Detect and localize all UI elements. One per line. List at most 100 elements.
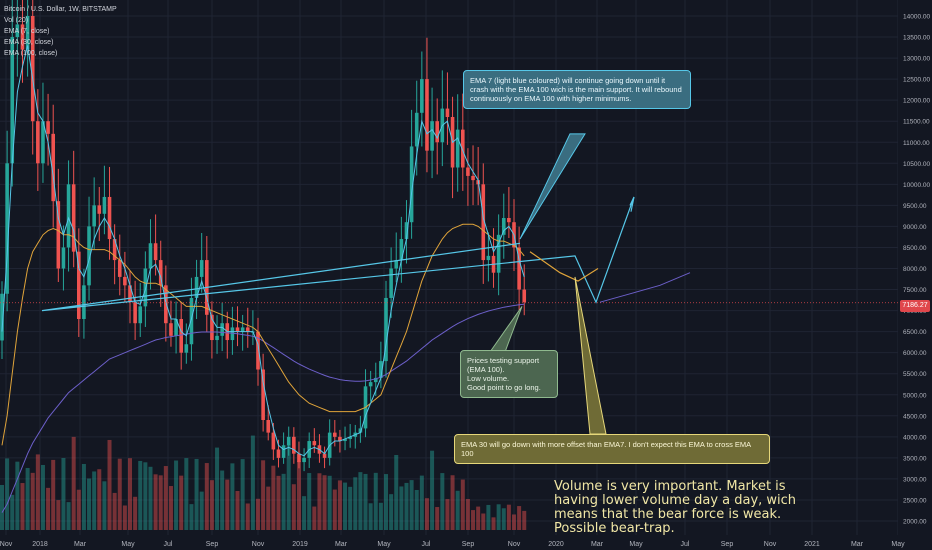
volume-bar [209,480,214,530]
volume-bar [235,491,240,530]
current-price-tag: 7186.27 [900,300,930,312]
volume-bar [517,506,522,530]
volume-bar [240,459,245,530]
candle-body [20,24,25,50]
volume-bar [424,498,429,530]
candle-body [235,327,240,332]
volume-bar [138,460,143,530]
candle-body [348,436,352,439]
volume-bar [168,486,173,530]
y-tick-label: 3500.00 [903,455,927,462]
candle-body [61,247,66,269]
candle-body [123,276,127,286]
y-tick-label: 12000.00 [903,98,930,105]
candle-body [194,276,199,298]
candle-body [46,121,50,134]
volume-bar [307,473,312,530]
candle-body [333,432,337,437]
candle-body [343,438,347,442]
annotation-ema7[interactable]: EMA 7 (light blue coloured) will continu… [463,70,691,109]
volume-bar [353,477,358,530]
annotation-ema30[interactable]: EMA 30 will go down with more offset tha… [454,434,770,464]
y-tick-label: 11000.00 [903,140,930,147]
candle-body [128,285,132,303]
y-tick-label: 5000.00 [903,392,927,399]
volume-bar [460,479,465,530]
candle-body [394,260,399,269]
volume-bar [56,500,61,530]
candle-body [179,319,183,353]
y-axis: 14000.00 13500.00 13000.00 12500.00 12000.00… [898,0,932,550]
volume-bar [97,469,102,530]
volume-bar [296,461,301,530]
volume-bar [343,482,348,530]
candle-body [56,201,61,269]
volume-bar [46,487,51,530]
volume-bar [291,484,296,530]
x-axis: Nov 2018 Mar May Jul Sep Nov 2019 Mar May Jul Sep No… [0,535,932,550]
candle-body [461,129,465,168]
candle-body [496,234,501,273]
annotation-support[interactable]: Prices testing support (EMA 100). Low vo… [460,350,558,398]
candle-body [138,306,143,324]
candle-body [368,382,373,387]
y-tick-label: 6500.00 [903,329,927,336]
candle-body [322,453,327,458]
volume-bar [122,505,127,530]
volume-bar [35,454,40,530]
candle-body [153,243,158,261]
volume-bar [20,483,25,530]
candle-body [281,445,286,458]
candle-body [507,218,511,223]
volume-bar [102,481,107,530]
volume-bar [506,504,511,530]
y-tick-label: 9500.00 [903,203,927,210]
candle-body [389,268,393,298]
candle-body [133,302,137,324]
candle-body [384,297,388,362]
candle-body [466,167,470,176]
candle-body [210,314,214,341]
candle-body [261,369,265,420]
y-tick-label: 13000.00 [903,56,930,63]
candle-body [82,285,86,319]
candle-body [41,121,45,164]
candle-body [430,121,434,151]
volume-bar [220,470,225,530]
candle-body [455,129,460,168]
volume-bar [312,506,317,530]
ema7-line [1,45,525,457]
volume-bar [389,494,394,530]
y-tick-label: 13500.00 [903,35,930,42]
x-tick-label: Jul [422,541,431,548]
x-tick-label: May [891,541,905,548]
volume-note[interactable]: Volume is very important. Market is havi… [554,479,797,536]
x-tick-label: Sep [206,541,219,548]
forecast-arrowhead [629,196,635,212]
volume-bar [245,503,250,530]
candle-body [358,428,363,433]
candle-body [312,441,317,446]
candle-body [302,457,306,463]
volume-bar [486,504,491,530]
candle-body [435,121,439,143]
y-tick-label: 8000.00 [903,266,927,273]
legend-ema7: EMA (7, close) [4,28,50,35]
candle-body [77,251,81,319]
volume-bar [5,458,10,530]
volume-bar [148,466,153,530]
volume-bar [501,508,506,530]
volume-bar [373,472,378,530]
volume-bar [302,496,307,530]
x-tick-label: Mar [591,541,604,548]
x-tick-label: 2018 [32,541,48,548]
volume-bar [92,471,97,530]
candle-body [240,327,245,332]
volume-bar [87,478,92,530]
x-tick-label: Mar [851,541,864,548]
x-tick-label: Sep [721,541,734,548]
volume-bar [15,461,20,530]
volume-bar [332,489,337,530]
candle-body [143,268,148,307]
